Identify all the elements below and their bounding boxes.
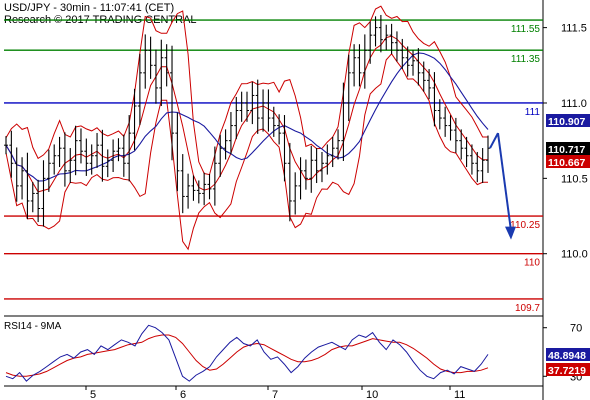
x-tick-label: 10: [366, 389, 378, 400]
rsi-tag-label: 37.7219: [548, 365, 586, 377]
x-tick-label: 7: [272, 389, 278, 400]
price-tag-box: [546, 142, 590, 155]
price-tag-bollinger: 110.667: [546, 155, 590, 169]
level-label: 110: [524, 258, 540, 269]
price-tag-last_price: 110.717: [546, 142, 590, 156]
y-tick-label: 110.5: [561, 173, 588, 185]
y-tick-label: 111.0: [561, 98, 587, 110]
price-tag-label: 110.907: [548, 116, 586, 128]
rsi-title: RSI14 - 9MA: [4, 321, 62, 332]
forecast-arrow-shaft: [497, 132, 512, 231]
forecast-arrowhead: [505, 226, 516, 240]
rsi-y-tick-label: 70: [570, 323, 582, 335]
rsi-tag-9MA: 37.7219: [546, 363, 590, 377]
level-label: 111.35: [511, 54, 541, 65]
price-tag-box: [546, 155, 590, 168]
price-tag-label: 110.717: [548, 144, 586, 156]
y-tick-label: 111.5: [561, 23, 587, 35]
forecast-lead-line: [489, 132, 499, 149]
level-label: 111.55: [511, 24, 541, 35]
bollinger-upper-line: [5, 5, 488, 176]
x-tick-label: 11: [454, 389, 465, 400]
rsi-tag-label: 48.8948: [548, 350, 586, 362]
rsi-tag-box: [546, 363, 590, 376]
price-tag-box: [546, 114, 590, 127]
level-label: 111: [525, 107, 541, 118]
rsi-ma-line: [5, 334, 489, 377]
rsi-tag-box: [546, 348, 590, 361]
x-tick-label: 5: [90, 389, 96, 400]
rsi-tag-RSI14: 48.8948: [546, 348, 590, 362]
level-label: 110.25: [510, 220, 540, 231]
x-tick-label: 6: [180, 389, 186, 400]
chart-title: USD/JPY - 30min - 11:07:41 (CET): [4, 2, 175, 14]
rsi-line: [5, 324, 489, 382]
price-tag-moving_average: 110.907: [546, 114, 590, 128]
bollinger-lower-line: [5, 52, 488, 251]
y-tick-label: 110.0: [561, 249, 588, 261]
price-tag-label: 110.667: [548, 157, 586, 169]
level-label: 109.7: [515, 303, 540, 314]
